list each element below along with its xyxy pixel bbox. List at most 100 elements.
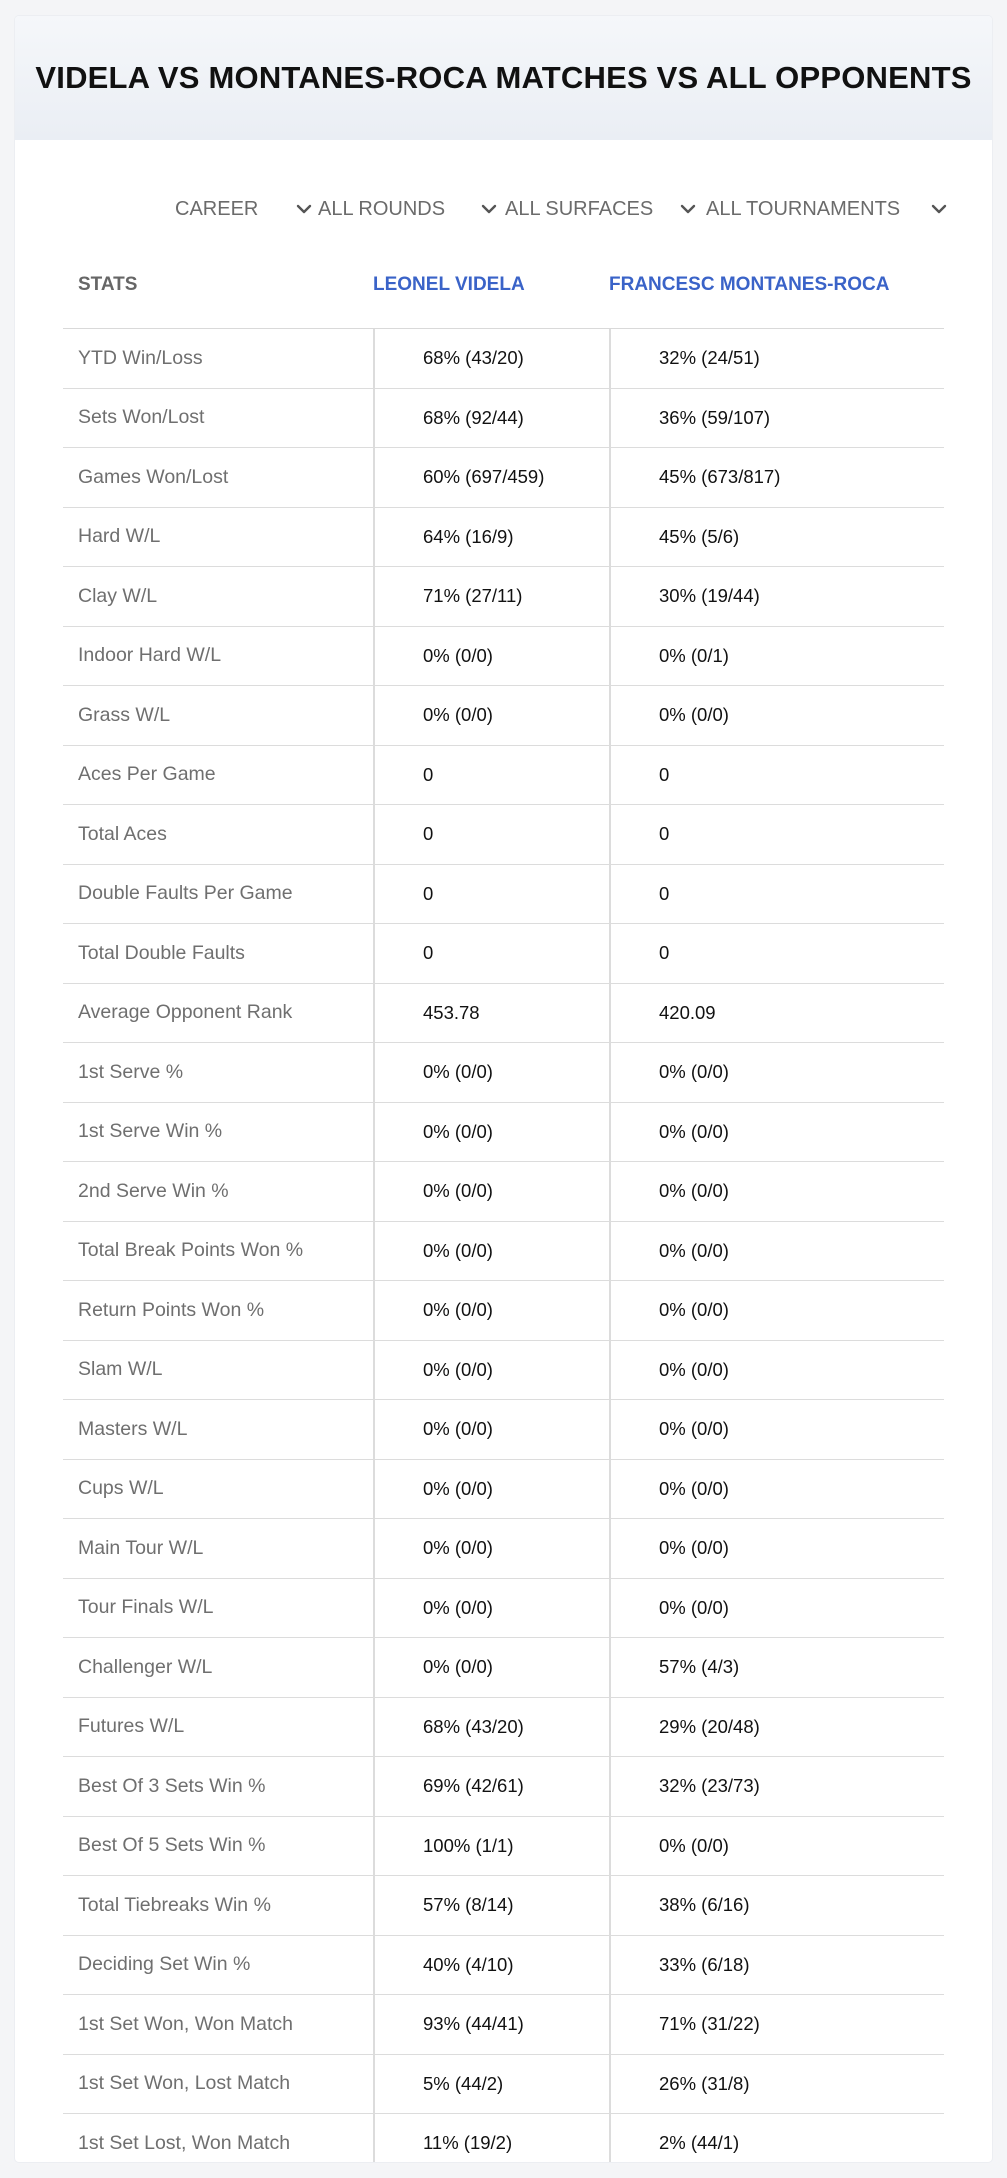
player2-stat-value: 0% (0/0) (609, 1281, 944, 1340)
table-row: Cups W/L 0% (0/0) 0% (0/0) (63, 1459, 944, 1519)
player2-stat-value: 0% (0/0) (609, 686, 944, 745)
table-row: Total Double Faults 0 0 (63, 924, 944, 984)
career-filter-dropdown[interactable]: CAREER (175, 188, 315, 230)
stat-label: Total Aces (78, 822, 167, 845)
player2-stat-value: 0% (0/0) (609, 1102, 944, 1161)
player1-stat-value: 453.78 (373, 983, 609, 1042)
player2-stat-value: 30% (19/44) (609, 567, 944, 626)
player2-stat-value: 45% (5/6) (609, 507, 944, 566)
stat-label: Grass W/L (78, 703, 171, 726)
table-row: Slam W/L 0% (0/0) 0% (0/0) (63, 1340, 944, 1400)
player2-stat-value: 29% (20/48) (609, 1697, 944, 1756)
filter-bar: CAREER ALL ROUNDS ALL SURFACES ALL TOURN… (15, 188, 992, 230)
player1-stat-value: 60% (697/459) (373, 448, 609, 507)
stat-label: Hard W/L (78, 525, 161, 548)
stat-label: 1st Serve % (78, 1060, 184, 1083)
stat-label: Sets Won/Lost (78, 406, 205, 429)
stat-label: Masters W/L (78, 1417, 188, 1440)
table-header: STATS LEONEL VIDELA FRANCESC MONTANES-RO… (63, 256, 944, 329)
table-row: Best Of 5 Sets Win % 100% (1/1) 0% (0/0) (63, 1816, 944, 1876)
table-row: Hard W/L 64% (16/9) 45% (5/6) (63, 507, 944, 567)
player2-stat-value: 0 (609, 805, 944, 864)
player2-stat-value: 0% (0/0) (609, 1043, 944, 1102)
player1-stat-value: 0% (0/0) (373, 1043, 609, 1102)
player1-stat-value: 93% (44/41) (373, 1995, 609, 2054)
table-row: Return Points Won % 0% (0/0) 0% (0/0) (63, 1281, 944, 1341)
player1-stat-value: 0% (0/0) (373, 1281, 609, 1340)
table-row: Challenger W/L 0% (0/0) 57% (4/3) (63, 1638, 944, 1698)
stat-label: Return Points Won % (78, 1298, 265, 1321)
stat-label: 2nd Serve Win % (78, 1179, 229, 1202)
rounds-filter-dropdown[interactable]: ALL ROUNDS (318, 188, 503, 230)
table-row: 1st Set Lost, Won Match 11% (19/2) 2% (44/… (63, 2114, 944, 2162)
player2-stat-value: 0% (0/0) (609, 1221, 944, 1280)
table-row: Average Opponent Rank 453.78 420.09 (63, 983, 944, 1043)
player1-stat-value: 0% (0/0) (373, 686, 609, 745)
player2-stat-value: 0% (0/0) (609, 1340, 944, 1399)
stat-label: 1st Set Lost, Won Match (78, 2131, 291, 2154)
player1-stat-value: 0 (373, 805, 609, 864)
stat-label: Average Opponent Rank (78, 1001, 293, 1024)
player1-stat-value: 0% (0/0) (373, 1221, 609, 1280)
player1-stat-value: 68% (92/44) (373, 388, 609, 447)
player1-stat-value: 5% (44/2) (373, 2054, 609, 2113)
stat-label: Futures W/L (78, 1715, 185, 1738)
stats-table: STATS LEONEL VIDELA FRANCESC MONTANES-RO… (63, 256, 944, 2162)
stat-label: Best Of 3 Sets Win % (78, 1774, 266, 1797)
table-row: Aces Per Game 0 0 (63, 745, 944, 805)
player1-stat-value: 40% (4/10) (373, 1935, 609, 1994)
stat-label: Total Tiebreaks Win % (78, 1893, 271, 1916)
chevron-down-icon (931, 204, 947, 214)
table-row: 1st Serve Win % 0% (0/0) 0% (0/0) (63, 1102, 944, 1162)
page-header: VIDELA VS MONTANES-ROCA MATCHES VS ALL O… (15, 16, 992, 140)
player1-stat-value: 0% (0/0) (373, 1578, 609, 1637)
stat-label: Deciding Set Win % (78, 1953, 251, 1976)
player2-stat-value: 0 (609, 924, 944, 983)
player2-stat-value: 0% (0/0) (609, 1816, 944, 1875)
player1-stat-value: 0% (0/0) (373, 1162, 609, 1221)
table-row: Total Break Points Won % 0% (0/0) 0% (0/0) (63, 1221, 944, 1281)
stat-label: Clay W/L (78, 584, 158, 607)
player1-stat-value: 0 (373, 924, 609, 983)
player2-stat-value: 26% (31/8) (609, 2054, 944, 2113)
table-row: Clay W/L 71% (27/11) 30% (19/44) (63, 567, 944, 627)
tournaments-filter-label: ALL TOURNAMENTS (706, 197, 901, 220)
player1-stat-value: 0% (0/0) (373, 1102, 609, 1161)
rounds-filter-label: ALL ROUNDS (318, 197, 446, 220)
player1-stat-value: 0% (0/0) (373, 1519, 609, 1578)
stat-label: Challenger W/L (78, 1655, 213, 1678)
player2-stat-value: 45% (673/817) (609, 448, 944, 507)
chevron-down-icon (481, 204, 497, 214)
player1-stat-value: 0% (0/0) (373, 1340, 609, 1399)
player1-stat-value: 0 (373, 864, 609, 923)
page-title: VIDELA VS MONTANES-ROCA MATCHES VS ALL O… (35, 60, 972, 95)
table-row: Tour Finals W/L 0% (0/0) 0% (0/0) (63, 1578, 944, 1638)
table-row: 1st Set Won, Lost Match 5% (44/2) 26% (31/… (63, 2054, 944, 2114)
stat-label: Indoor Hard W/L (78, 644, 222, 667)
player1-stat-value: 69% (42/61) (373, 1757, 609, 1816)
table-row: Total Tiebreaks Win % 57% (8/14) 38% (6/16… (63, 1876, 944, 1936)
stat-label: 1st Set Won, Won Match (78, 2012, 293, 2035)
table-row: Futures W/L 68% (43/20) 29% (20/48) (63, 1697, 944, 1757)
surfaces-filter-dropdown[interactable]: ALL SURFACES (505, 188, 705, 230)
player1-stat-value: 64% (16/9) (373, 507, 609, 566)
player2-stat-value: 33% (6/18) (609, 1935, 944, 1994)
career-filter-label: CAREER (175, 197, 259, 220)
player1-stat-value: 0% (0/0) (373, 1638, 609, 1697)
tournaments-filter-dropdown[interactable]: ALL TOURNAMENTS (706, 188, 956, 230)
player2-stat-value: 420.09 (609, 983, 944, 1042)
stat-label: Aces Per Game (78, 763, 216, 786)
player1-stat-value: 57% (8/14) (373, 1876, 609, 1935)
player1-stat-value: 68% (43/20) (373, 329, 609, 388)
player2-column-header[interactable]: FRANCESC MONTANES-ROCA (609, 274, 890, 295)
stat-label: Main Tour W/L (78, 1536, 204, 1559)
player1-stat-value: 0% (0/0) (373, 626, 609, 685)
stat-label: 1st Set Won, Lost Match (78, 2072, 291, 2095)
stat-label: Total Break Points Won % (78, 1239, 304, 1262)
table-row: Deciding Set Win % 40% (4/10) 33% (6/18) (63, 1935, 944, 1995)
player2-stat-value: 2% (44/1) (609, 2114, 944, 2162)
chevron-down-icon (680, 204, 696, 214)
player1-column-header[interactable]: LEONEL VIDELA (373, 274, 525, 295)
table-row: Sets Won/Lost 68% (92/44) 36% (59/107) (63, 388, 944, 448)
stats-column-header: STATS (78, 274, 138, 295)
